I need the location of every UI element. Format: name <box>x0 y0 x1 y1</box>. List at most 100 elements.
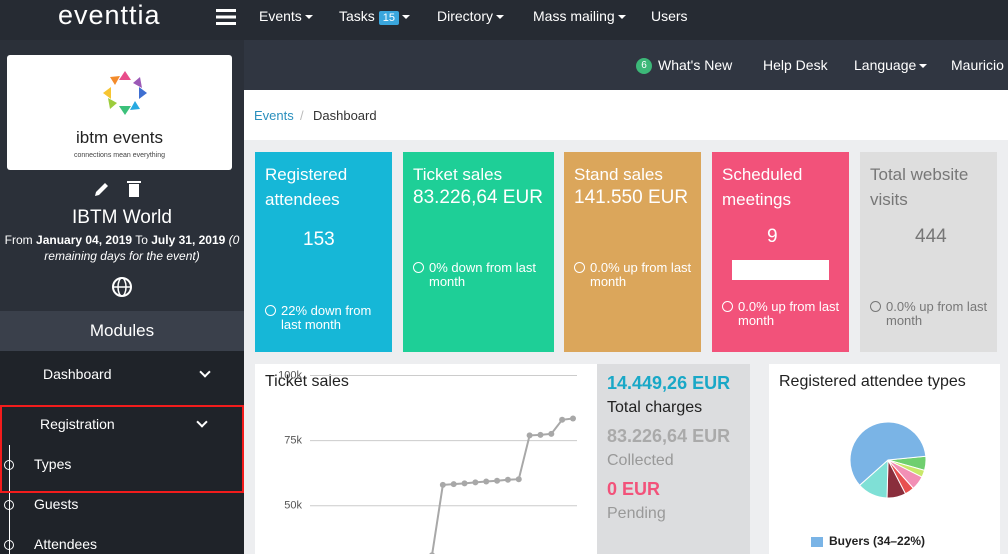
subbar-link[interactable]: What's New <box>658 57 732 73</box>
nav-label: Tasks <box>339 8 375 24</box>
card-change: 0.0% up from last month <box>590 260 692 289</box>
sidebar: ibtm events connections mean everything … <box>0 40 244 554</box>
card-title: Total website visits <box>870 165 969 209</box>
nav-item[interactable]: Users <box>651 8 688 24</box>
menu-item[interactable]: Guests <box>34 496 78 512</box>
point <box>559 416 566 423</box>
edit-delete-icons[interactable] <box>93 180 143 198</box>
menu-toggle[interactable] <box>216 8 236 26</box>
point <box>504 476 511 483</box>
summary-label: Collected <box>607 452 674 469</box>
subbar-link[interactable]: Help Desk <box>763 57 828 73</box>
card-change: 0% down from last month <box>429 260 536 289</box>
card-change: 22% down from last month <box>281 303 372 332</box>
top-bar: eventtia Events Tasks 15 Directory Mass mail… <box>0 0 1008 40</box>
menu-label: Registration <box>40 416 115 432</box>
breadcrumb-link[interactable]: Events <box>254 108 294 123</box>
event-logo-tagline: connections mean everything <box>73 152 166 159</box>
event-logo-card: ibtm events connections mean everything <box>7 55 232 170</box>
end-date: July 31, 2019 <box>151 233 226 247</box>
card-title: Scheduled meetings <box>722 165 803 209</box>
subbar-label: Language <box>854 57 917 73</box>
pie-slice <box>849 421 927 486</box>
y-tick-label: 100k <box>278 369 302 381</box>
attendee-types-chart: Buyers (34–22%) <box>811 421 927 548</box>
nav-item[interactable]: Tasks 15 <box>339 8 411 25</box>
change-icon <box>722 301 733 312</box>
menu-item[interactable]: Types <box>34 456 71 472</box>
card-title: Stand sales <box>574 165 663 184</box>
breadcrumb: Events / Dashboard <box>244 90 1008 140</box>
sparkline-placeholder <box>732 260 829 280</box>
card-change: 0.0% up from last month <box>738 299 840 328</box>
ticket-sales-panel: Ticket sales 100k 75k 50k <box>255 364 597 554</box>
stat-card[interactable]: Ticket sales 83.226,64 EUR 0% down from la… <box>403 152 554 352</box>
subbar-label: Mauricio <box>951 57 1004 73</box>
menu-tree-line <box>9 445 10 554</box>
event-logo-suffix: events <box>112 128 163 147</box>
menu-item[interactable]: Dashboard <box>43 366 112 382</box>
caret <box>919 64 928 69</box>
event-dates: From January 04, 2019 To July 31, 2019 (… <box>4 232 240 264</box>
modules-header: Modules <box>0 311 244 351</box>
remaining: (0 remaining days for the event) <box>44 233 240 263</box>
attendee-types-panel: Registered attendee types Buyers (34–22%… <box>769 364 1000 554</box>
stat-card[interactable]: Total website visits 444 0.0% up from last… <box>860 152 997 352</box>
summary-label: Pending <box>607 505 666 522</box>
point <box>450 481 457 488</box>
stat-card[interactable]: Stand sales 141.550 EUR 0.0% up from last … <box>564 152 701 352</box>
breadcrumb-separator: / <box>300 108 304 123</box>
change-icon <box>413 262 424 273</box>
menu-label: Dashboard <box>43 366 112 382</box>
panel-title: Registered attendee types <box>779 373 966 390</box>
menu-label: Attendees <box>34 536 98 552</box>
point <box>548 430 555 437</box>
y-tick-label: 75k <box>284 435 302 447</box>
summary-panel: 14.449,26 EUR Total charges 83.226,64 EUR C… <box>597 364 750 554</box>
event-logo-text: ibtm <box>76 128 109 147</box>
caret <box>496 15 505 20</box>
caret <box>617 15 626 20</box>
nav-label: Users <box>651 8 688 24</box>
point <box>472 479 479 486</box>
nav-label: Directory <box>437 8 494 24</box>
point <box>515 476 522 483</box>
tasks-badge: 15 <box>378 11 400 25</box>
panel-title: Ticket sales <box>265 373 349 390</box>
stat-card[interactable]: Scheduled meetings 9 0.0% up from last mon… <box>712 152 849 352</box>
menu-item[interactable]: Registration <box>40 416 115 432</box>
caret <box>304 15 313 20</box>
card-value: 153 <box>303 229 335 250</box>
subbar-link[interactable]: Mauricio <box>951 57 1004 73</box>
menu-item[interactable]: Attendees <box>34 536 97 552</box>
card-value: 9 <box>767 226 778 247</box>
menu-label: Types <box>34 456 72 472</box>
stat-card[interactable]: Registered attendees 153 22% down from las… <box>255 152 392 352</box>
legend-label: Buyers (34–22%) <box>829 534 925 548</box>
summary-label: Total charges <box>607 399 703 416</box>
summary-value: 0 EUR <box>607 479 661 499</box>
summary-value: 14.449,26 EUR <box>607 373 731 393</box>
summary-value: 83.226,64 EUR <box>607 426 731 446</box>
globe-icon[interactable] <box>111 276 133 298</box>
event-name: IBTM World <box>72 207 172 228</box>
highlight-box <box>0 405 244 493</box>
menu-label: Guests <box>34 496 79 512</box>
logo[interactable]: eventtia <box>58 0 161 30</box>
subbar-link[interactable]: Language <box>854 57 928 73</box>
subbar-label: What's New <box>658 57 733 73</box>
change-icon <box>265 305 276 316</box>
nav-label: Events <box>259 8 302 24</box>
point <box>461 480 468 487</box>
from-label: From <box>4 233 33 247</box>
start-date: January 04, 2019 <box>36 233 133 247</box>
point <box>494 477 501 484</box>
nav-item[interactable]: Mass mailing <box>533 8 627 24</box>
nav-item[interactable]: Directory <box>437 8 505 24</box>
card-change: 0.0% up from last month <box>886 299 988 328</box>
nav-item[interactable]: Events <box>259 8 314 24</box>
card-title: Ticket sales <box>413 165 503 184</box>
event-logo-mark <box>103 71 147 115</box>
point <box>483 478 490 485</box>
